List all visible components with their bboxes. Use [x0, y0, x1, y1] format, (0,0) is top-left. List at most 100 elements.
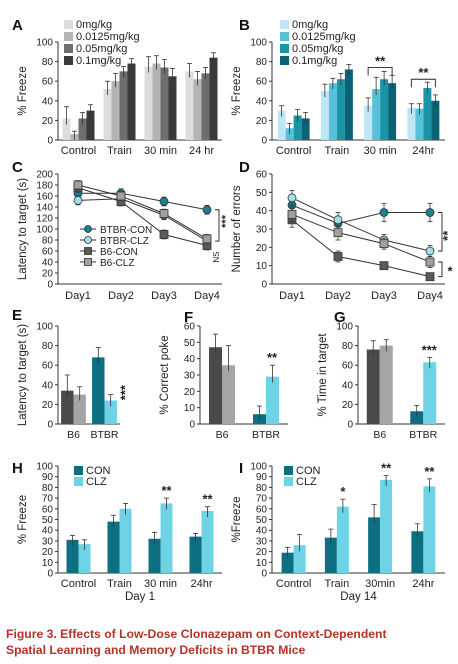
y-tick-label: 40 — [42, 96, 54, 107]
data-point — [425, 257, 435, 267]
bar — [431, 100, 440, 140]
y-tick-label: 100 — [250, 462, 267, 473]
panel-letter: B — [239, 17, 250, 34]
bar — [152, 63, 161, 141]
x-axis-label: Day 14 — [340, 591, 377, 603]
x-tick-label: Day3 — [151, 290, 177, 302]
bar — [111, 81, 120, 140]
x-tick-label: Day2 — [325, 290, 351, 302]
y-tick-label: 80 — [256, 57, 268, 68]
bar — [423, 362, 437, 424]
y-tick-label: 120 — [36, 214, 53, 225]
y-tick-label: 0 — [261, 136, 267, 147]
significance-label: *** — [118, 384, 133, 400]
significance-label: ** — [381, 461, 392, 476]
y-tick-label: 100 — [250, 38, 267, 49]
bar — [328, 83, 337, 140]
bar — [372, 89, 381, 140]
legend-label: 0mg/kg — [76, 19, 112, 31]
y-tick-label: 100 — [36, 225, 53, 236]
panel-a: 0 20 40 60 80 100 % Freeze A Control Train 30 min 2… — [12, 17, 222, 157]
data-point — [159, 209, 169, 219]
y-tick-label: 100 — [36, 38, 53, 49]
y-tick-label: 80 — [42, 57, 54, 68]
data-point — [379, 239, 389, 249]
caption-line-1: Figure 3. Effects of Low-Dose Clonazepam… — [6, 627, 387, 641]
x-tick-label: Control — [61, 145, 96, 157]
significance-label: ** — [267, 350, 278, 365]
y-tick-label: 0 — [189, 420, 195, 431]
bar — [301, 118, 310, 140]
y-tick-label: 60 — [342, 361, 354, 372]
y-tick-label: 40 — [42, 380, 54, 391]
y-tick-label: 100 — [336, 322, 353, 333]
significance-label: ** — [440, 230, 455, 241]
x-tick-label: 30min — [365, 578, 395, 590]
y-tick-label: 40 — [42, 526, 54, 537]
x-tick-label: Day1 — [279, 290, 305, 302]
bar — [92, 357, 105, 424]
bar — [388, 83, 397, 140]
legend-label: 0.0125mg/kg — [76, 31, 140, 43]
bar — [209, 57, 218, 140]
y-tick-label: 30 — [42, 536, 54, 547]
legend-swatch — [74, 477, 83, 486]
significance-label: *** — [422, 342, 438, 357]
bar — [344, 69, 353, 140]
data-point — [73, 195, 83, 205]
y-tick-label: 60 — [184, 322, 196, 333]
y-tick-label: 10 — [256, 261, 268, 272]
data-point — [379, 261, 389, 271]
legend-swatch — [74, 466, 83, 475]
bar — [411, 531, 424, 573]
series-line — [77, 198, 208, 242]
y-tick-label: 40 — [256, 526, 268, 537]
data-point — [425, 208, 435, 217]
significance-bracket — [367, 67, 393, 76]
x-tick-label: Control — [276, 145, 311, 157]
y-tick-label: 80 — [42, 483, 54, 494]
x-axis-label: Day 1 — [125, 591, 155, 603]
data-point — [333, 215, 343, 225]
y-tick-label: 30 — [184, 371, 196, 382]
bar — [380, 479, 393, 573]
y-axis-label: % Freeze — [17, 66, 29, 115]
y-tick-label: 70 — [256, 494, 268, 505]
data-point — [73, 180, 83, 190]
significance-label: NS — [212, 252, 221, 263]
significance-bracket — [438, 212, 443, 252]
significance-label: ** — [375, 53, 386, 68]
x-tick-label: Train — [325, 145, 350, 157]
legend-label: BTBR-CON — [100, 225, 152, 236]
significance-label: ** — [202, 492, 213, 507]
legend-label: 0.0125mg/kg — [292, 31, 356, 43]
figure-caption: Figure 3. Effects of Low-Dose Clonazepam… — [6, 626, 454, 658]
legend-swatch — [284, 466, 293, 475]
x-tick-label: B6 — [67, 429, 80, 441]
y-axis-label: Number of errors — [231, 185, 243, 272]
significance-label: *** — [220, 214, 232, 228]
y-tick-label: 80 — [42, 341, 54, 352]
panel-f: 0 10 20 30 40 50 60 % Correct poke F B6 BTBR ** — [159, 309, 288, 441]
legend-marker — [84, 258, 92, 266]
x-tick-label: Train — [107, 578, 132, 590]
series-line — [78, 192, 208, 211]
series-line — [77, 187, 208, 246]
legend-label: CLZ — [296, 476, 317, 488]
significance-label: ** — [418, 65, 429, 80]
panel-letter: G — [334, 309, 346, 326]
x-tick-label: BTBR — [409, 429, 437, 441]
legend-label: 0.05mg/kg — [76, 43, 127, 55]
data-point — [425, 272, 435, 282]
x-tick-label: 24hr — [412, 145, 434, 157]
y-tick-label: 60 — [42, 247, 54, 258]
x-tick-label: Day1 — [65, 290, 91, 302]
y-tick-label: 20 — [42, 269, 54, 280]
bar — [368, 517, 381, 573]
y-tick-label: 40 — [342, 380, 354, 391]
y-tick-label: 10 — [42, 558, 54, 569]
x-tick-label: Day4 — [417, 290, 443, 302]
panel-letter: A — [12, 17, 23, 34]
y-tick-label: 40 — [256, 96, 268, 107]
